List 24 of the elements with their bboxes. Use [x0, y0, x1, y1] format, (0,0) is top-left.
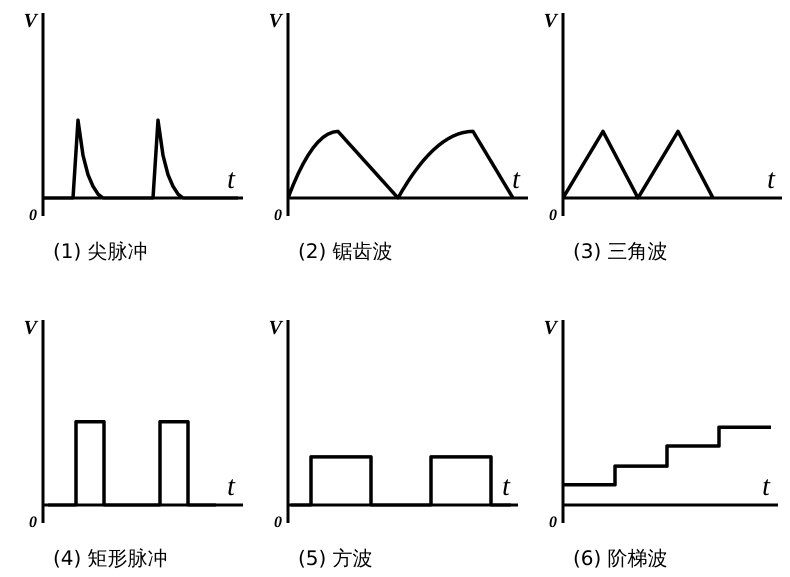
y-axis-title: V [544, 317, 559, 339]
x-axis-title: t [227, 164, 236, 195]
text: 0 [274, 207, 282, 224]
x-axis-title: t [762, 471, 772, 502]
text: 0 [29, 514, 37, 531]
y-axis-title: V [268, 317, 284, 339]
text: 0 [29, 207, 37, 224]
y-axis-title: V [268, 10, 284, 32]
x-axis-title: t [512, 164, 522, 195]
text: 0 [274, 514, 282, 531]
y-axis-title: V [24, 10, 39, 32]
text: (5) 方波 [298, 546, 373, 570]
text: (2) 锯齿波 [298, 239, 393, 263]
text: (1) 尖脉冲 [53, 239, 148, 263]
text: 0 [549, 207, 557, 224]
text: (4) 矩形脉冲 [53, 546, 168, 570]
y-axis-title: V [24, 317, 39, 339]
text: (3) 三角波 [573, 239, 668, 263]
x-axis-title: t [502, 471, 512, 502]
y-axis-title: V [544, 10, 559, 32]
x-axis-title: t [227, 471, 236, 502]
x-axis-title: t [767, 164, 776, 195]
text: 0 [549, 514, 557, 531]
text: (6) 阶梯波 [573, 546, 668, 570]
